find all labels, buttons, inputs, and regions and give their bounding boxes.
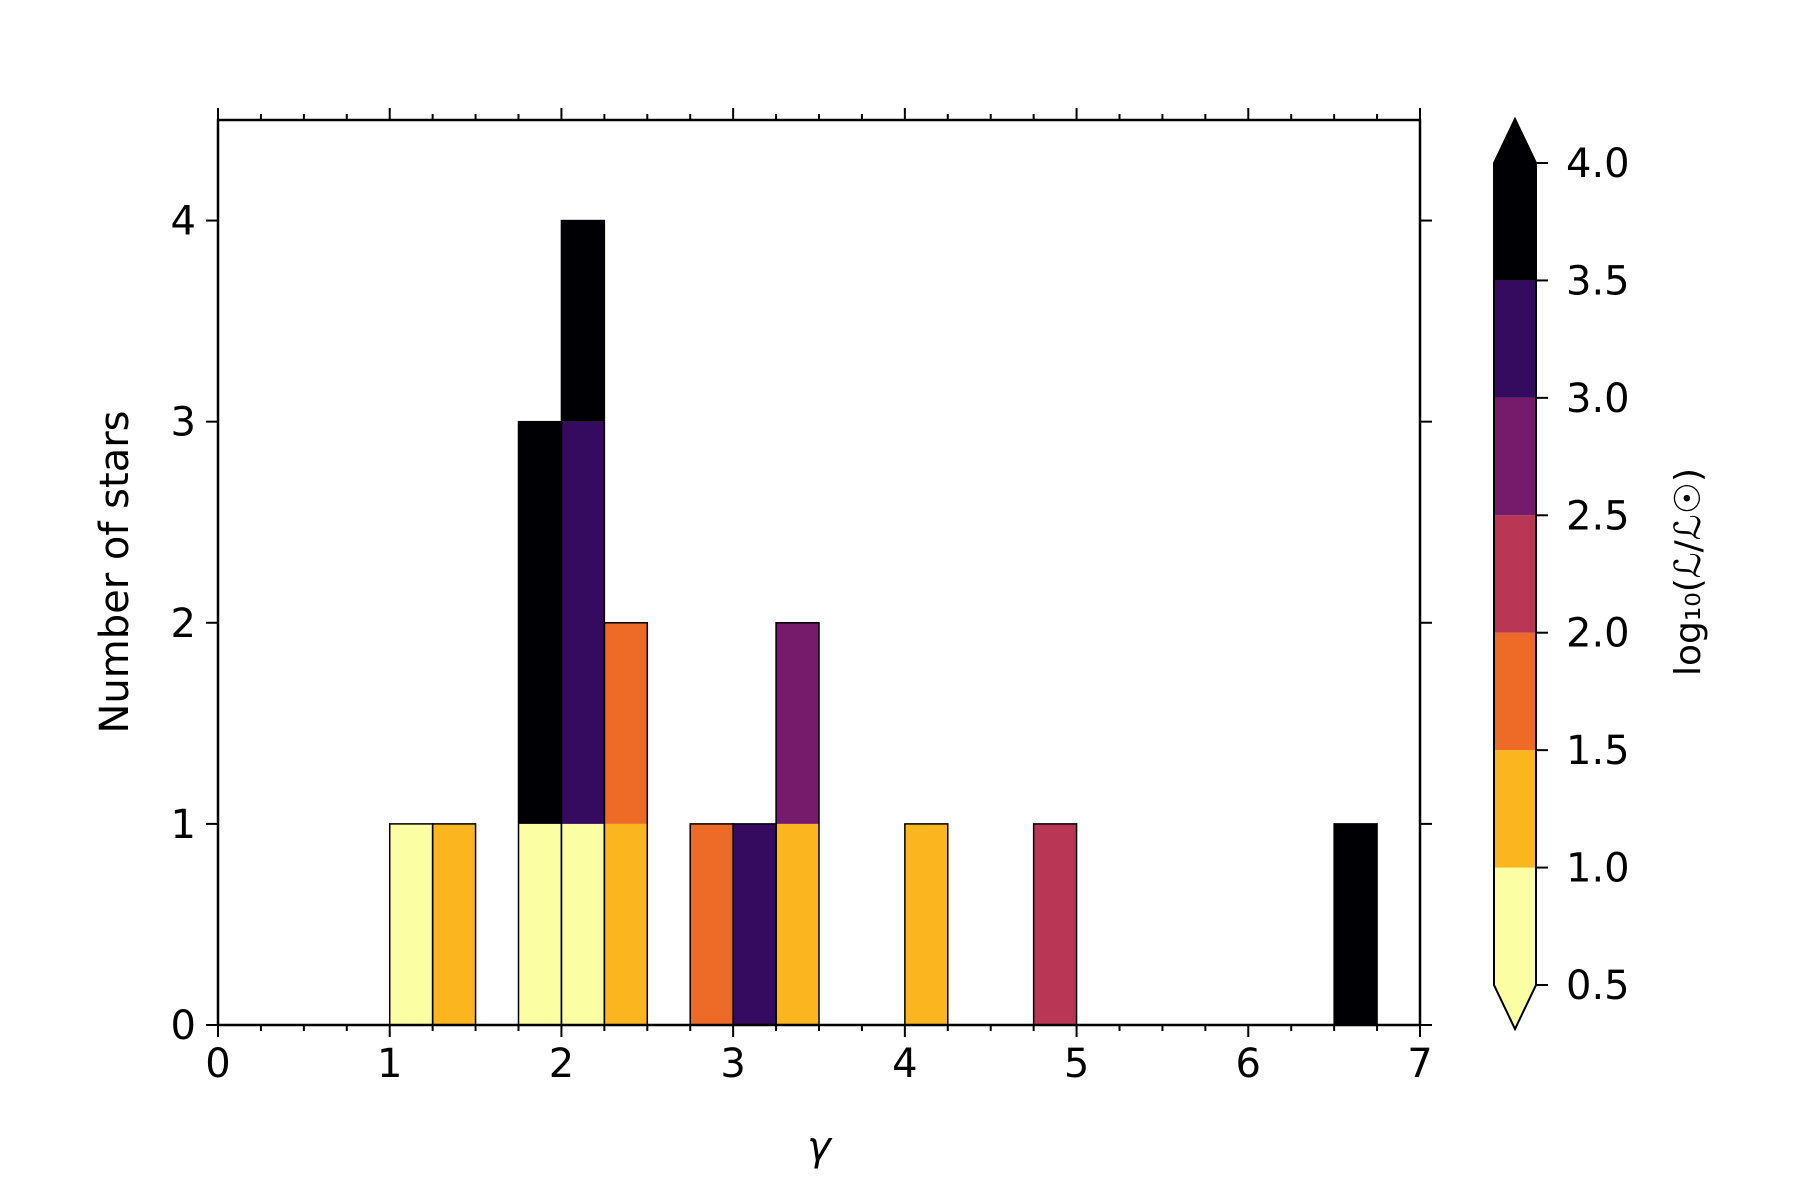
x-tick-label: 1 (377, 1041, 402, 1087)
y-tick-label: 4 (171, 199, 196, 245)
colorbar-tick-label: 2.5 (1566, 493, 1630, 539)
x-tick-label: 7 (1407, 1041, 1432, 1087)
x-tick-label: 2 (549, 1041, 574, 1087)
histogram-bar (1033, 823, 1077, 1025)
y-tick-label: 1 (171, 802, 196, 848)
histogram-bar (776, 622, 819, 824)
histogram-bar (776, 823, 819, 1025)
colorbar-ticks: 0.5 1.0 1.5 2.0 2.5 3.0 3.5 4.0 (1536, 141, 1630, 1009)
y-axis-ticks: 0 1 2 3 4 (171, 199, 1432, 1049)
colorbar-segment (1494, 750, 1536, 868)
histogram-bar (389, 823, 433, 1025)
colorbar-segments (1493, 116, 1537, 1032)
histogram-bar (561, 421, 605, 824)
histogram-bar (604, 823, 648, 1025)
histogram-bar (561, 823, 605, 1025)
colorbar-label: log₁₀(ℒ/ℒ☉) (1668, 468, 1709, 676)
colorbar-under-arrow (1494, 985, 1536, 1029)
y-tick-label: 0 (171, 1003, 196, 1049)
histogram-bar (604, 622, 648, 824)
colorbar-over-arrow (1494, 119, 1536, 163)
histogram-bar (518, 421, 562, 824)
colorbar-segment (1494, 280, 1536, 398)
x-tick-label: 3 (720, 1041, 745, 1087)
x-tick-label: 4 (892, 1041, 917, 1087)
y-tick-label: 2 (171, 601, 196, 647)
histogram-bar (690, 823, 734, 1025)
histogram-bar (904, 823, 948, 1025)
colorbar-tick-label: 4.0 (1566, 141, 1630, 187)
colorbar-tick-label: 2.0 (1566, 611, 1630, 657)
colorbar-tick-label: 3.0 (1566, 376, 1630, 422)
histogram-bar (432, 823, 476, 1025)
y-tick-label: 3 (171, 400, 196, 446)
x-tick-label: 0 (205, 1041, 230, 1087)
histogram-bar (561, 220, 605, 422)
colorbar-segment (1494, 632, 1536, 751)
x-axis-label: γ (807, 1124, 833, 1170)
colorbar-tick-label: 1.0 (1566, 846, 1630, 892)
histogram-bar (518, 823, 562, 1025)
y-axis-label: Number of stars (92, 411, 138, 734)
histogram-bar (733, 823, 777, 1025)
colorbar-segment (1494, 867, 1536, 985)
colorbar: 0.5 1.0 1.5 2.0 2.5 3.0 3.5 4.0 log₁₀(ℒ/ℒ☉) (1493, 116, 1709, 1032)
colorbar-tick-label: 0.5 (1566, 963, 1630, 1009)
colorbar-segment (1494, 163, 1536, 281)
x-tick-label: 6 (1236, 1041, 1261, 1087)
x-axis-ticks: 0 1 2 3 4 5 6 7 (205, 108, 1433, 1087)
colorbar-tick-label: 1.5 (1566, 728, 1630, 774)
colorbar-segment (1494, 397, 1536, 516)
colorbar-segment (1494, 515, 1536, 633)
histogram-bar (1334, 823, 1378, 1025)
plot-area: 0 1 2 3 4 5 6 7 0 1 2 3 4 γ Number of stars (92, 108, 1433, 1170)
colorbar-tick-label: 3.5 (1566, 258, 1630, 304)
bars-group (388, 219, 1378, 1026)
x-tick-label: 5 (1064, 1041, 1089, 1087)
